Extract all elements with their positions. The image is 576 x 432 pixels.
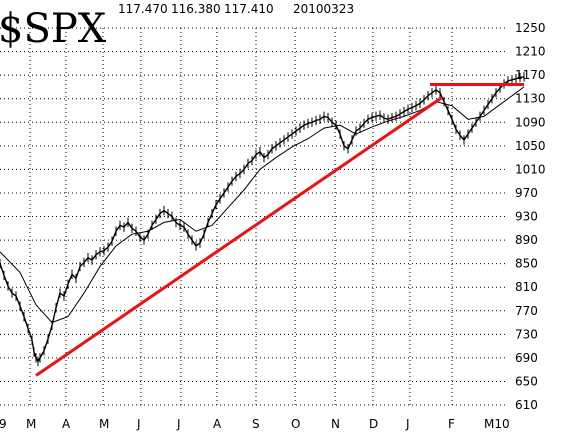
chart-symbol: $SPX xyxy=(0,6,107,52)
y-tick-label: 1130 xyxy=(515,92,546,106)
x-tick-label: N xyxy=(331,417,340,431)
x-tick-label: A xyxy=(62,417,71,431)
x-tick-label: J xyxy=(176,417,181,431)
y-tick-label: 1090 xyxy=(515,115,546,129)
x-tick-label: O xyxy=(291,417,300,431)
plot-area xyxy=(0,72,525,377)
x-tick-label: 9 xyxy=(0,417,7,431)
x-tick-label: M xyxy=(99,417,109,431)
x-tick-label: J xyxy=(136,417,141,431)
x-axis-labels: 9 M A M J J A S O N D J F M10 xyxy=(0,417,510,431)
y-tick-label: 1250 xyxy=(515,21,546,35)
x-tick-label: M xyxy=(26,417,36,431)
y-tick-label: 690 xyxy=(515,351,538,365)
y-tick-label: 810 xyxy=(515,280,538,294)
chart-date: 20100323 xyxy=(293,2,354,16)
x-tick-label: D xyxy=(369,417,378,431)
y-tick-label: 1010 xyxy=(515,162,546,176)
ohlc-close: 117.410 xyxy=(224,2,274,16)
uptrend-line xyxy=(35,96,443,377)
y-tick-label: 970 xyxy=(515,186,538,200)
x-tick-label: S xyxy=(252,417,260,431)
moving-average-line xyxy=(0,86,525,324)
y-tick-label: 1170 xyxy=(515,68,546,82)
y-tick-label: 1050 xyxy=(515,139,546,153)
y-tick-label: 850 xyxy=(515,257,538,271)
x-tick-label: A xyxy=(213,417,222,431)
ohlc-high: 116.380 xyxy=(171,2,221,16)
y-tick-label: 650 xyxy=(515,374,538,388)
chart-grid xyxy=(0,27,507,406)
ohlc-open: 117.470 xyxy=(118,2,168,16)
y-tick-label: 1210 xyxy=(515,45,546,59)
price-series-line xyxy=(0,76,525,363)
y-tick-label: 730 xyxy=(515,327,538,341)
y-tick-label: 930 xyxy=(515,210,538,224)
x-tick-label: M10 xyxy=(484,417,510,431)
y-axis-labels: 1250 1210 1170 1130 1090 1050 1010 970 930 890 850… xyxy=(515,21,546,412)
y-tick-label: 770 xyxy=(515,304,538,318)
x-tick-label: J xyxy=(405,417,410,431)
y-tick-label: 610 xyxy=(515,398,538,412)
y-tick-label: 890 xyxy=(515,233,538,247)
x-tick-label: F xyxy=(448,417,455,431)
